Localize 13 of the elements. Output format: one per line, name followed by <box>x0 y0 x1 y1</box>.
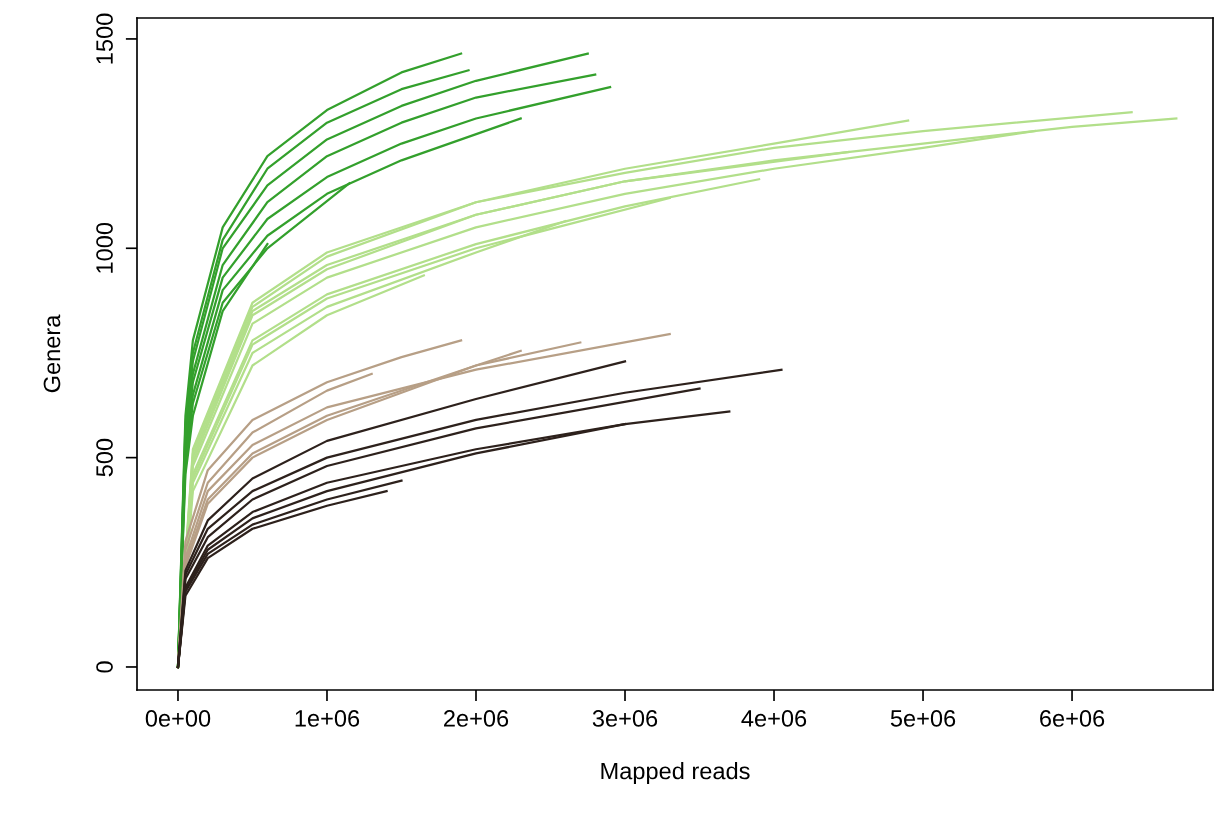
y-tick-label: 0 <box>96 661 113 673</box>
x-tick-label: 4e+06 <box>741 710 807 727</box>
x-tick-label: 1e+06 <box>295 710 360 727</box>
x-tick-label: 5e+06 <box>890 710 956 727</box>
y-axis-title: Genera <box>43 314 61 393</box>
y-tick-label: 500 <box>96 438 113 477</box>
x-tick-label: 6e+06 <box>1040 710 1105 727</box>
y-tick-label: 1500 <box>96 13 113 64</box>
x-tick-label: 3e+06 <box>592 710 658 727</box>
x-tick-label: 0e+00 <box>145 710 211 727</box>
x-axis-title: Mapped reads <box>601 762 750 785</box>
y-tick-label: 1000 <box>96 222 113 273</box>
x-tick-label: 2e+06 <box>444 710 509 727</box>
